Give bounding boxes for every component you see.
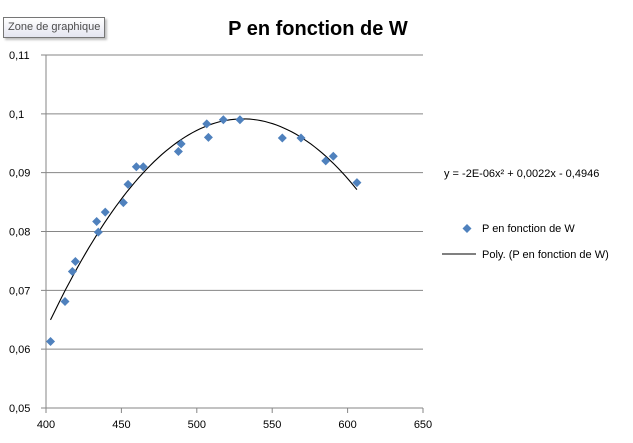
trendline — [50, 118, 358, 321]
data-point[interactable] — [118, 198, 128, 208]
trendline-equation: y = -2E-06x² + 0,0022x - 0,4946 — [444, 168, 599, 180]
data-point[interactable] — [328, 151, 338, 161]
data-point[interactable] — [203, 132, 213, 142]
data-point[interactable] — [93, 227, 103, 237]
data-point[interactable] — [138, 162, 148, 172]
x-tick-label: 500 — [188, 419, 206, 431]
data-point[interactable] — [92, 216, 102, 226]
x-axis: 400 450 500 550 600 650 — [37, 408, 432, 431]
data-point[interactable] — [176, 139, 186, 149]
legend-marker-diamond — [462, 224, 472, 233]
x-tick-label: 450 — [112, 419, 130, 431]
y-tick-label: 0,09 — [9, 168, 30, 180]
chart-title: P en fonction de W — [228, 18, 408, 40]
data-point[interactable] — [235, 115, 245, 125]
data-point[interactable] — [296, 133, 306, 143]
y-tick-label: 0,05 — [9, 403, 30, 415]
data-point[interactable] — [173, 146, 183, 156]
x-tick-label: 550 — [263, 419, 281, 431]
y-tick-label: 0,06 — [9, 344, 30, 356]
data-point[interactable] — [70, 257, 80, 267]
data-point[interactable] — [352, 178, 362, 188]
data-point[interactable] — [46, 337, 56, 347]
data-point[interactable] — [321, 156, 331, 166]
data-point[interactable] — [100, 207, 110, 217]
data-series — [46, 115, 362, 347]
x-tick-label: 600 — [338, 419, 356, 431]
data-point[interactable] — [218, 115, 228, 125]
gridlines — [41, 54, 423, 409]
data-point[interactable] — [277, 133, 287, 143]
data-point[interactable] — [131, 162, 141, 172]
y-tick-label: 0,08 — [9, 227, 30, 239]
data-point[interactable] — [67, 267, 77, 277]
legend-trendline-label: Poly. (P en fonction de W) — [482, 249, 609, 261]
legend-series-label: P en fonction de W — [482, 223, 575, 235]
y-tick-label: 0,07 — [9, 285, 30, 297]
data-point[interactable] — [123, 179, 133, 189]
y-axis: 0,05 0,06 0,07 0,08 0,09 0,1 0,11 — [9, 50, 47, 415]
chart-area-tooltip: Zone de graphique — [3, 17, 106, 38]
data-point[interactable] — [202, 119, 212, 129]
data-point[interactable] — [60, 297, 70, 307]
y-tick-label: 0,11 — [9, 50, 30, 62]
x-tick-label: 400 — [37, 419, 55, 431]
y-tick-label: 0,1 — [9, 109, 24, 121]
x-tick-label: 650 — [414, 419, 432, 431]
legend[interactable]: P en fonction de W Poly. (P en fonction … — [442, 223, 609, 261]
